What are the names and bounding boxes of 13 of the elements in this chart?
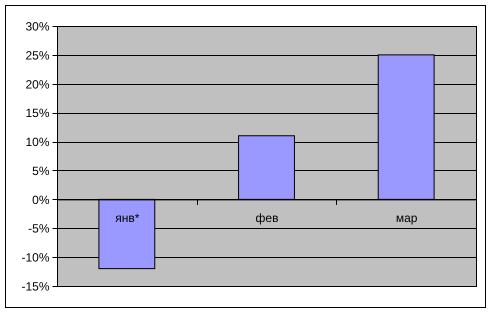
y-tick-label: 30% — [25, 20, 50, 34]
y-tick-label: 5% — [32, 164, 50, 178]
x-tick-label: янв* — [115, 210, 140, 225]
y-tick-label: -5% — [28, 222, 50, 236]
y-tick-label: 20% — [25, 77, 50, 92]
y-tick-label: 0% — [32, 192, 50, 207]
y-tick-label: -10% — [21, 250, 50, 265]
x-tick-label: мар — [396, 210, 418, 225]
y-tick-label: 10% — [25, 135, 50, 150]
y-tick-label: -15% — [21, 280, 50, 294]
y-tick-label: 25% — [25, 48, 50, 62]
y-tick-label: 15% — [25, 106, 50, 120]
x-tick-label: фев — [256, 210, 278, 225]
